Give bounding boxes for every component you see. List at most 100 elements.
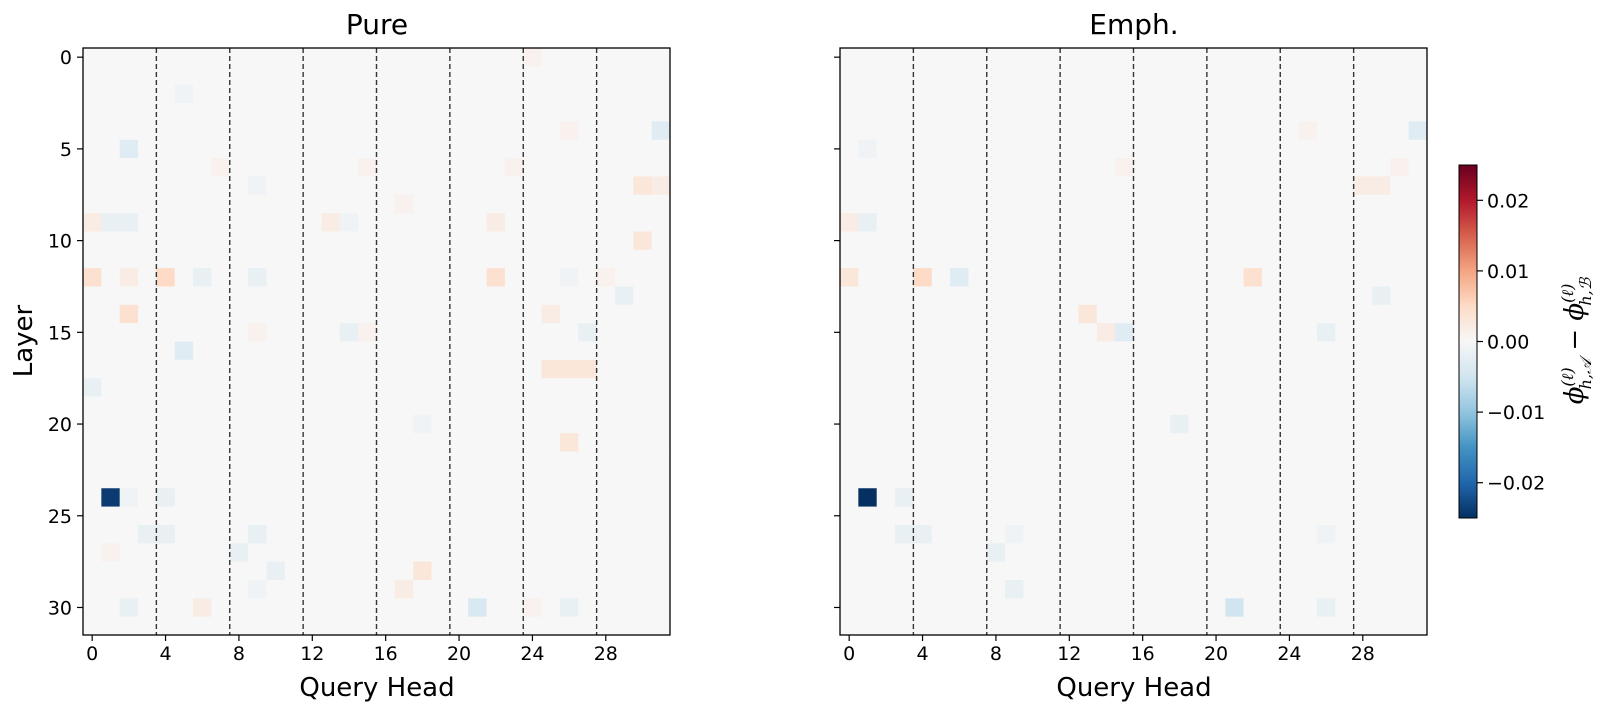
- heatmap-cell: [523, 231, 542, 251]
- heatmap-cell: [1115, 561, 1134, 581]
- colorbar-ticks: 0.020.010.00−0.01−0.02: [1477, 190, 1545, 495]
- heatmap-cell: [1078, 451, 1098, 471]
- heatmap-cell: [1225, 561, 1244, 581]
- heatmap-cell: [504, 121, 524, 141]
- heatmap-cell: [596, 121, 616, 141]
- heatmap-cell: [596, 488, 616, 507]
- heatmap-cell: [431, 286, 451, 306]
- heatmap-cell: [83, 121, 102, 141]
- heatmap-cell: [523, 194, 542, 214]
- heatmap-cell: [1041, 158, 1061, 177]
- heatmap-cell: [895, 469, 914, 489]
- heatmap-cell: [1280, 561, 1299, 581]
- heatmap-cell: [504, 231, 524, 251]
- heatmap-cell: [376, 213, 396, 232]
- heatmap-cell: [339, 249, 359, 269]
- heatmap-cell: [1206, 158, 1226, 177]
- heatmap-cell: [968, 469, 988, 489]
- heatmap-cell: [986, 469, 1006, 489]
- heatmap-cell: [1096, 414, 1116, 434]
- heatmap-cell: [376, 268, 396, 287]
- heatmap-cell: [119, 378, 139, 397]
- heatmap-cell: [1206, 561, 1226, 581]
- heatmap-cell: [876, 268, 896, 287]
- heatmap-cell: [486, 359, 506, 379]
- heatmap-cell: [1023, 433, 1043, 452]
- heatmap-cell: [541, 359, 561, 379]
- heatmap-cell: [229, 451, 249, 471]
- heatmap-cell: [174, 176, 194, 196]
- heatmap-cell: [1371, 158, 1391, 177]
- heatmap-cell: [1298, 414, 1318, 434]
- heatmap-cell: [1060, 121, 1079, 141]
- heatmap-cell: [193, 433, 212, 452]
- heatmap-cell: [1353, 378, 1373, 397]
- heatmap-cell: [840, 121, 859, 141]
- heatmap-cell: [321, 268, 341, 287]
- heatmap-cell: [229, 66, 249, 86]
- heatmap-cell: [1408, 213, 1428, 232]
- heatmap-cell: [950, 341, 969, 361]
- heatmap-cell: [578, 84, 597, 104]
- heatmap-cell: [1060, 506, 1079, 526]
- heatmap-cell: [876, 396, 896, 416]
- heatmap-cell: [284, 48, 304, 67]
- heatmap-cell: [83, 323, 102, 342]
- heatmap-cell: [1206, 414, 1226, 434]
- heatmap-cell: [229, 579, 249, 599]
- heatmap-cell: [950, 469, 969, 489]
- heatmap-cell: [1408, 488, 1428, 507]
- heatmap-cell: [119, 341, 139, 361]
- heatmap-cell: [138, 323, 157, 342]
- heatmap-cell: [596, 414, 616, 434]
- heatmap-cell: [931, 543, 951, 562]
- heatmap-cell: [394, 231, 414, 251]
- heatmap-cell: [541, 488, 561, 507]
- heatmap-cell: [596, 469, 616, 489]
- heatmap-cell: [486, 213, 506, 232]
- heatmap-cell: [266, 48, 286, 67]
- heatmap-cell: [913, 451, 933, 471]
- heatmap-cell: [633, 433, 652, 452]
- heatmap-cell: [1225, 488, 1244, 507]
- heatmap-cell: [950, 396, 969, 416]
- heatmap-cell: [1060, 304, 1079, 324]
- heatmap-cell: [321, 488, 341, 507]
- heatmap-cell: [1170, 433, 1189, 452]
- heatmap-cell: [1335, 231, 1354, 251]
- heatmap-cell: [101, 231, 121, 251]
- heatmap-cell: [468, 561, 487, 581]
- heatmap-cell: [339, 139, 359, 159]
- heatmap-cell: [651, 488, 671, 507]
- heatmap-cell: [1023, 414, 1043, 434]
- heatmap-cell: [541, 579, 561, 599]
- heatmap-cell: [266, 524, 286, 544]
- heatmap-cell: [321, 84, 341, 104]
- heatmap-cell: [1188, 524, 1208, 544]
- heatmap-cell: [1115, 579, 1134, 599]
- heatmap-cell: [156, 121, 176, 141]
- heatmap-cell: [596, 323, 616, 342]
- heatmap-cell: [248, 286, 267, 306]
- heatmap-cell: [394, 378, 414, 397]
- heatmap-cell: [523, 103, 542, 122]
- heatmap-cell: [1023, 543, 1043, 562]
- heatmap-cell: [468, 231, 487, 251]
- heatmap-cell: [138, 616, 157, 636]
- heatmap-cell: [614, 524, 634, 544]
- heatmap-cell: [1280, 396, 1299, 416]
- heatmap-cell: [1096, 543, 1116, 562]
- heatmap-cell: [651, 66, 671, 86]
- heatmap-cell: [931, 304, 951, 324]
- heatmap-cell: [211, 598, 231, 617]
- heatmap-cells: [840, 48, 1428, 636]
- heatmap-cell: [1225, 469, 1244, 489]
- heatmap-cell: [1280, 524, 1299, 544]
- heatmap-cell: [211, 579, 231, 599]
- heatmap-cell: [1298, 103, 1318, 122]
- heatmap-cell: [193, 616, 212, 636]
- heatmap-cell: [651, 249, 671, 269]
- plot-frame: [839, 47, 1428, 636]
- heatmap-cell: [1060, 341, 1079, 361]
- heatmap-cell: [303, 286, 322, 306]
